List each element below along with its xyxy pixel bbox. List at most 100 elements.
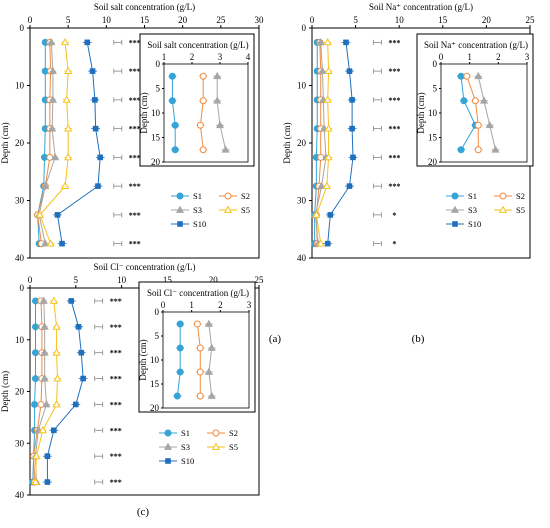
legend-label: S2 xyxy=(241,191,250,201)
inset-box xyxy=(139,33,255,167)
inset-series-line xyxy=(171,76,176,150)
x-tick-label: 20 xyxy=(482,15,492,25)
inset-data-point xyxy=(196,368,204,376)
data-point xyxy=(346,183,353,189)
data-point xyxy=(349,125,355,132)
significance-label: *** xyxy=(110,426,122,435)
series-line xyxy=(34,300,47,483)
x-tick-label: 25 xyxy=(526,15,536,25)
inset-series-line xyxy=(208,323,213,397)
significance-label: *** xyxy=(388,67,400,76)
x-tick-label: 10 xyxy=(102,15,112,25)
data-point xyxy=(52,348,61,356)
data-point xyxy=(84,39,91,46)
significance-label: *** xyxy=(129,153,141,162)
series-line xyxy=(327,42,354,244)
data-point xyxy=(73,401,79,408)
legend-label: S2 xyxy=(516,191,525,201)
inset-data-point xyxy=(207,391,216,399)
inset-y-tick-label: 20 xyxy=(428,157,438,167)
inset-x-tick-label: 4 xyxy=(246,52,251,62)
data-point xyxy=(32,451,41,460)
y-tick-label: 10 xyxy=(15,335,25,345)
x-tick-label: 15 xyxy=(163,275,173,285)
legend-label: S5 xyxy=(229,442,238,452)
inset-data-point xyxy=(479,96,489,104)
data-point xyxy=(324,124,333,132)
data-point xyxy=(53,374,62,382)
y-tick-label: 40 xyxy=(15,253,25,263)
data-point xyxy=(40,348,49,356)
y-tick-label: 0 xyxy=(20,23,25,33)
inset-y-tick-label: 5 xyxy=(433,84,438,94)
legend-label: S10 xyxy=(181,456,194,466)
inset-data-point xyxy=(168,97,176,105)
significance-label: *** xyxy=(388,96,400,105)
significance-label: *** xyxy=(110,375,122,384)
series-line xyxy=(315,42,330,244)
y-tick-label: 20 xyxy=(15,387,25,397)
significance-label: *** xyxy=(110,297,122,306)
significance-label: * xyxy=(392,211,396,220)
legend-marker xyxy=(452,221,458,227)
inset-x-tick-label: 1 xyxy=(189,300,194,310)
x-tick-label: 5 xyxy=(74,275,79,285)
significance-label: *** xyxy=(388,182,400,191)
data-point xyxy=(42,400,51,408)
legend-label: S1 xyxy=(193,191,202,201)
inset-y-tick-label: 15 xyxy=(151,133,161,143)
y-tick-label: 30 xyxy=(15,196,25,206)
x-tick-label: 15 xyxy=(140,15,150,25)
y-axis-title: Depth (cm) xyxy=(0,371,10,412)
x-tick-label: 25 xyxy=(216,15,226,25)
legend-marker xyxy=(164,429,172,437)
inset-series-S2 xyxy=(462,72,483,154)
data-point xyxy=(62,95,71,103)
legend-label: S3 xyxy=(193,205,202,215)
legend-label: S3 xyxy=(181,442,190,452)
inset-data-point xyxy=(199,97,207,105)
y-tick-label: 40 xyxy=(15,490,25,500)
data-point xyxy=(48,66,57,75)
significance-label: * xyxy=(392,240,396,249)
significance-label: *** xyxy=(129,125,141,134)
significance-label: *** xyxy=(388,38,400,47)
data-point xyxy=(327,212,334,218)
panel-1: Soil salt concentration (g/L)0 5 10 15 20 25 3… xyxy=(0,2,264,263)
inset-data-point xyxy=(485,120,494,129)
data-point xyxy=(97,154,104,161)
data-point xyxy=(317,181,326,190)
inset-x-tick-label: 1 xyxy=(467,52,472,62)
data-point xyxy=(323,37,332,46)
significance-label: *** xyxy=(110,400,122,409)
data-point xyxy=(52,322,61,330)
legend-label: S10 xyxy=(468,219,481,229)
data-point xyxy=(316,37,325,46)
y-tick-label: 20 xyxy=(15,138,25,148)
significance-label: *** xyxy=(110,323,122,332)
inset-data-point xyxy=(199,72,207,80)
x-tick-label: 20 xyxy=(178,15,188,25)
x-tick-label: 20 xyxy=(209,275,219,285)
panel-label: (c) xyxy=(137,506,150,518)
inset-x-tick-label: 2 xyxy=(218,300,223,310)
inset-data-point xyxy=(171,146,179,154)
x-tick-label: 0 xyxy=(28,275,33,285)
series-line xyxy=(46,300,84,483)
inset-data-point xyxy=(204,367,213,375)
inset-data-point xyxy=(196,344,204,352)
inset-x-tick-label: 1 xyxy=(162,52,167,62)
y-tick-label: 0 xyxy=(302,23,307,33)
legend-label: S1 xyxy=(468,191,477,201)
inset-data-point xyxy=(463,72,471,80)
legend-marker xyxy=(163,442,173,450)
inset-y-tick-label: 0 xyxy=(156,59,161,69)
series-line xyxy=(39,42,69,244)
data-point xyxy=(31,400,39,408)
data-point xyxy=(34,425,43,434)
significance-label: *** xyxy=(388,125,400,134)
legend-marker xyxy=(175,205,185,213)
inset-y-tick-label: 10 xyxy=(428,108,438,118)
inset-data-point xyxy=(168,72,176,80)
